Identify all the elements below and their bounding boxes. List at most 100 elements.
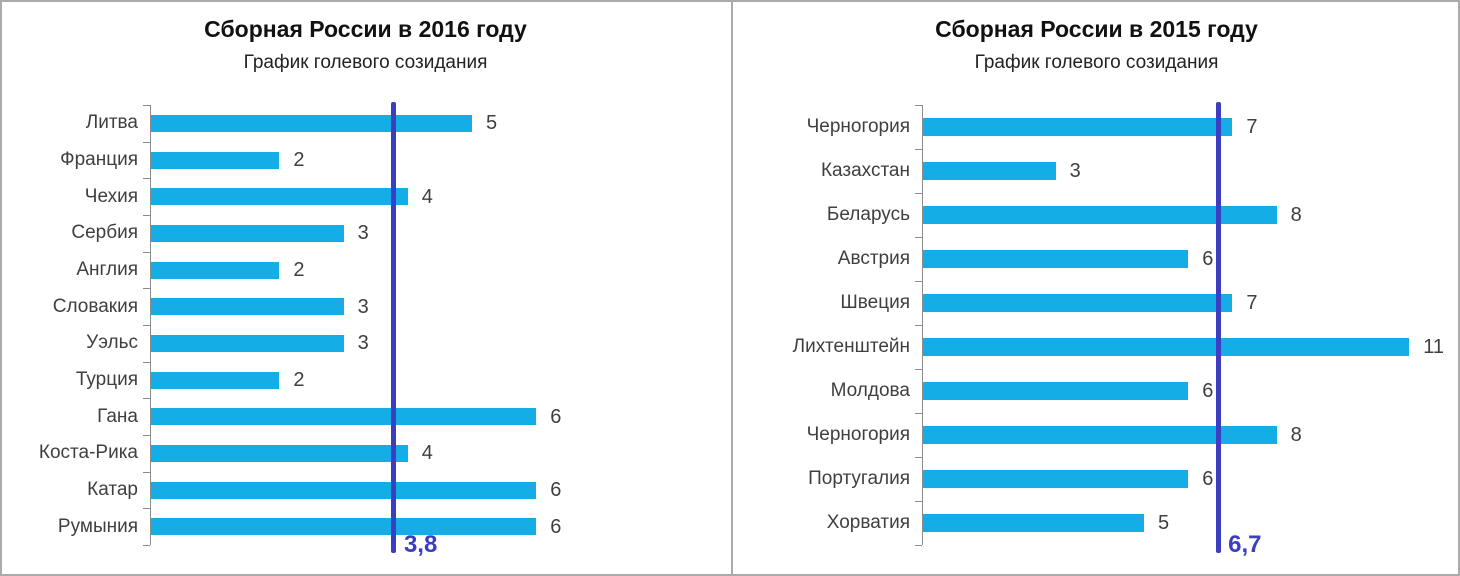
category-label: Казахстан (820, 160, 910, 181)
axis-tick (915, 369, 922, 370)
axis-tick (143, 288, 150, 290)
bar (151, 481, 537, 499)
axis-tick (915, 501, 922, 502)
category-label: Швеция (840, 292, 910, 313)
category-label: Молдова (830, 380, 910, 401)
value-label: 8 (1290, 424, 1302, 446)
value-label: 6 (1202, 248, 1214, 270)
axis-tick (143, 141, 150, 143)
value-label: 11 (1423, 336, 1444, 358)
category-label: Коста-Рика (38, 442, 138, 464)
value-label: 7 (1246, 292, 1258, 314)
axis-tick (915, 237, 922, 238)
axis-tick (143, 508, 150, 510)
axis-tick (143, 105, 150, 106)
plot-area: Литва 5 Франция 2 Чехия 4 Сербия 3 Англия 2 Словак… (2, 2, 729, 574)
category-label: Чехия (84, 185, 138, 207)
category-label: Черногория (806, 424, 910, 445)
y-axis (922, 105, 923, 545)
bar (151, 298, 344, 316)
bar (151, 188, 408, 206)
value-label: 8 (1290, 204, 1302, 226)
category-label: Уэльс (86, 332, 138, 354)
category-label: Лихтенштейн (792, 336, 910, 357)
chart-subtitle: График голевого созидания (974, 52, 1219, 73)
category-label: Сербия (71, 222, 138, 244)
value-label: 2 (293, 149, 305, 171)
value-label: 6 (1202, 468, 1214, 490)
bar (151, 224, 344, 242)
category-label: Литва (85, 112, 138, 134)
value-label: 4 (421, 185, 433, 208)
chart-panel-2015: Сборная России в 2015 году График голево… (733, 2, 1458, 574)
category-label: Беларусь (826, 204, 910, 225)
axis-tick (915, 457, 922, 458)
chart-panel-2016: Сборная России в 2016 году График голево… (2, 2, 729, 574)
value-label: 7 (1246, 116, 1258, 138)
axis-tick (915, 105, 922, 106)
value-label: 3 (357, 332, 369, 355)
bar (151, 371, 280, 389)
axis-tick (143, 361, 150, 363)
axis-tick (143, 215, 150, 216)
bar (923, 206, 1277, 224)
axis-tick (915, 281, 922, 282)
value-label: 6 (550, 405, 562, 428)
category-label: Румыния (57, 515, 138, 537)
category-label: Турция (75, 369, 138, 390)
value-label: 2 (293, 369, 305, 391)
value-label: 2 (293, 259, 305, 281)
value-label: 6 (550, 515, 562, 538)
axis-tick (143, 251, 150, 253)
category-label: Катар (87, 479, 138, 500)
axis-tick (915, 325, 922, 326)
bar (923, 514, 1144, 532)
bar (923, 470, 1189, 488)
axis-tick (143, 545, 150, 546)
bar (151, 334, 344, 352)
value-label: 3 (357, 295, 369, 318)
chart-subtitle: График голевого созидания (243, 52, 488, 73)
average-line (391, 102, 397, 553)
value-label: 6 (1202, 380, 1214, 402)
average-value-label: 3,8 (403, 531, 438, 558)
axis-tick (143, 471, 150, 473)
axis-tick (915, 413, 922, 414)
axis-tick (915, 149, 922, 150)
category-label: Гана (97, 405, 138, 427)
bar (151, 114, 472, 132)
bar (151, 518, 537, 536)
value-label: 5 (1158, 512, 1170, 534)
bar (923, 294, 1233, 312)
chart-title: Сборная России в 2015 году (935, 16, 1258, 42)
value-label: 6 (550, 479, 562, 501)
bar (151, 408, 537, 426)
panel-divider (731, 2, 733, 574)
bar (923, 426, 1277, 444)
average-line (1215, 102, 1221, 553)
bar (923, 382, 1189, 400)
category-label: Хорватия (826, 512, 910, 533)
category-label: Черногория (806, 116, 910, 137)
bar (923, 118, 1233, 136)
axis-tick (143, 178, 150, 180)
axis-tick (915, 545, 922, 546)
value-label: 3 (357, 222, 369, 245)
value-label: 5 (486, 112, 498, 135)
y-axis (150, 105, 151, 545)
value-label: 3 (1069, 160, 1081, 182)
axis-tick (143, 325, 150, 326)
axis-tick (143, 398, 150, 400)
category-label: Франция (60, 149, 138, 170)
bar (151, 444, 408, 462)
plot-area: Черногория 7 Казахстан 3 Беларусь 8 Австрия 6 Шв… (733, 2, 1458, 574)
category-label: Англия (76, 259, 138, 280)
value-label: 4 (421, 442, 433, 465)
average-value-label: 6,7 (1228, 531, 1262, 558)
bar (923, 338, 1410, 356)
bar (923, 250, 1189, 268)
chart-title: Сборная России в 2016 году (204, 16, 527, 42)
axis-tick (915, 193, 922, 194)
category-label: Португалия (808, 468, 910, 489)
